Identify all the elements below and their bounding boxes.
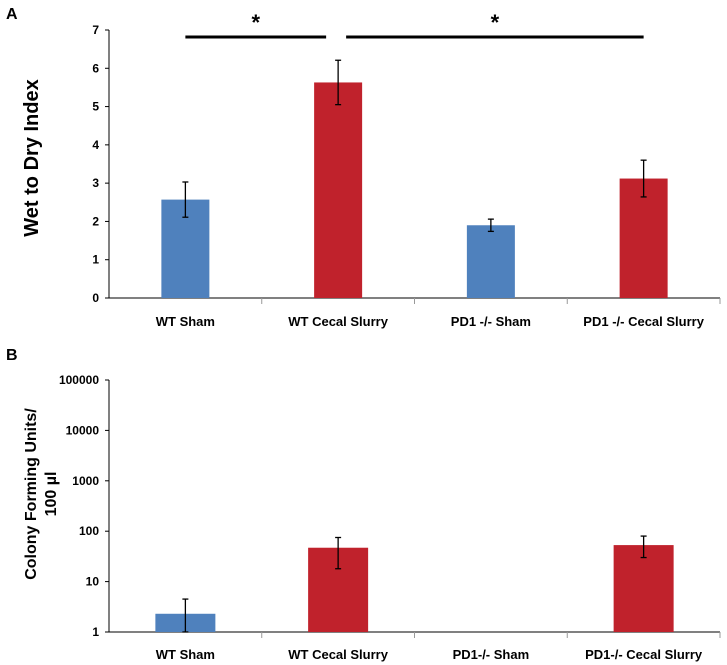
panel-a-y-tick-label: 3 [92,176,99,190]
panel-b-bar [613,545,674,632]
panel-b-y-tick-label: 1 [92,625,99,639]
panel-b-category-label: WT Sham [156,647,215,662]
panel-a-y-axis-label: Wet to Dry Index [21,79,43,236]
panel-a-bar [619,178,668,298]
panel-b-y-tick-label: 10000 [66,423,100,437]
panel-b-y-axis-label-line1: Colony Forming Units/ [23,408,40,580]
panel-b-y-tick-label: 10 [86,575,100,589]
panel-a-y-tick-label: 0 [92,291,99,305]
panel-b-y-tick-label: 1000 [72,474,99,488]
panel-a-y-tick-label: 4 [92,138,99,152]
panel-a-plot: 0 1 2 3 4 5 6 7 WT Sham WT Cecal Slurry PD1 -/- Sh… [92,10,721,329]
panel-b-category-label: PD1-/- Cecal Slurry [585,647,703,662]
panel-b-y-tick-label: 100000 [59,373,99,387]
significance-star: * [491,10,500,35]
panel-a-y-tick-label: 6 [92,61,99,75]
panel-a-category-label: PD1 -/- Cecal Slurry [583,314,704,329]
panel-b-plot: 1 10 100 1000 10000 100000 WT Sham WT Cecal Slu… [59,373,721,662]
panel-b-y-axis-label-line2: 100 µl [43,472,60,517]
panel-a-y-tick-label: 5 [92,100,99,114]
panel-a-y-tick-label: 7 [92,23,99,37]
significance-star: * [251,10,260,35]
panel-b-y-tick-label: 100 [79,524,99,538]
panel-a-y-tick-label: 1 [92,253,99,267]
panel-b-category-label: PD1-/- Sham [453,647,530,662]
panel-a-bar [466,225,515,298]
panel-a-category-label: WT Cecal Slurry [288,314,388,329]
panel-b-category-label: WT Cecal Slurry [288,647,388,662]
panel-a-y-tick-label: 2 [92,214,99,228]
panel-a-category-label: WT Sham [156,314,215,329]
panel-a-category-label: PD1 -/- Sham [451,314,531,329]
panel-b-letter: B [6,347,18,364]
panel-a-letter: A [6,6,18,23]
panel-a-bar [314,82,363,298]
